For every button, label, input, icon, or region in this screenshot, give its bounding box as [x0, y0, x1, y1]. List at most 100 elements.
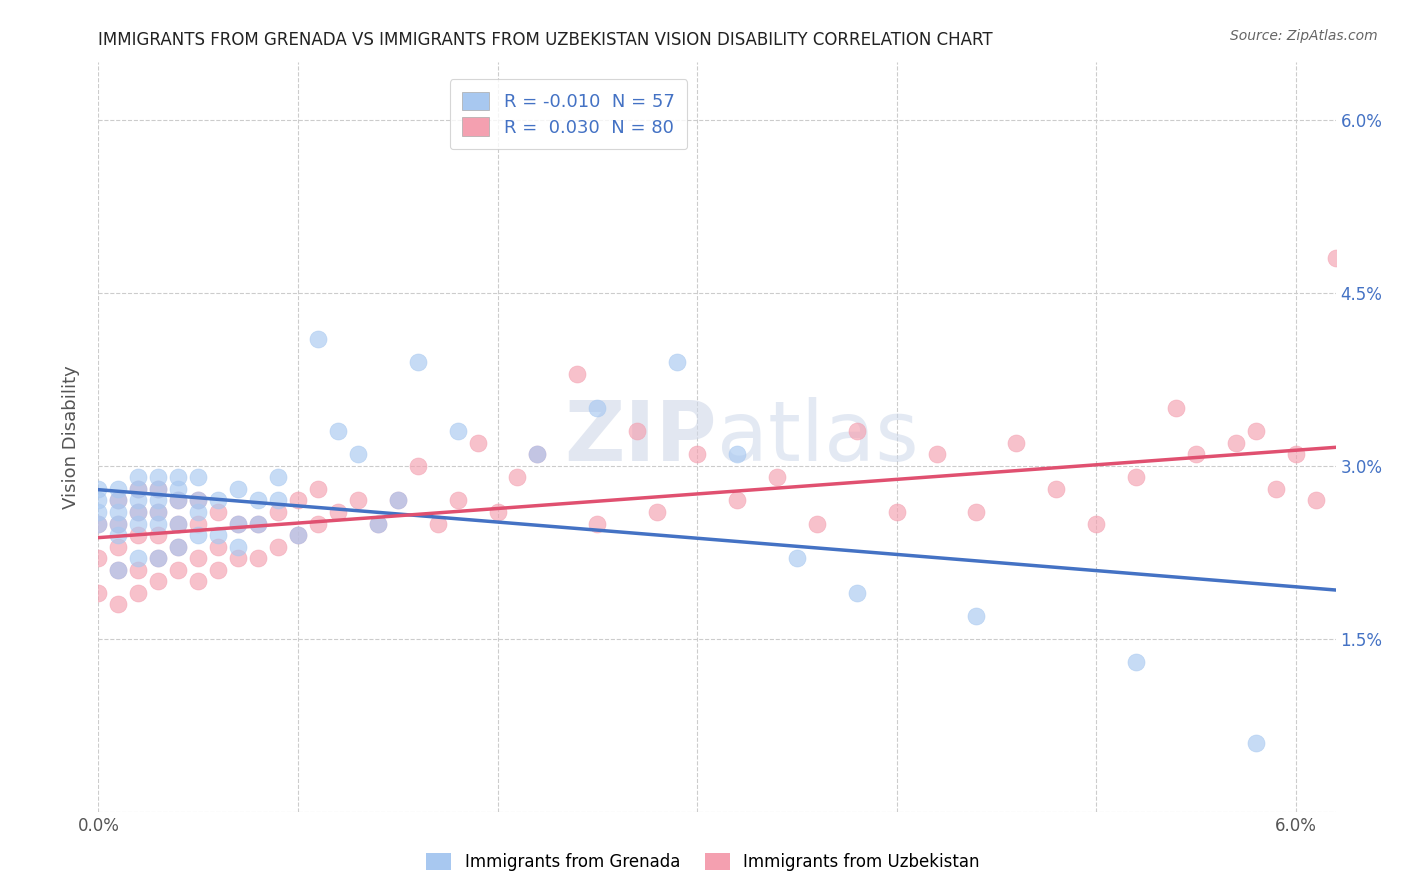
- Point: [187, 574, 209, 589]
- Legend: R = -0.010  N = 57, R =  0.030  N = 80: R = -0.010 N = 57, R = 0.030 N = 80: [450, 79, 688, 149]
- Point: [107, 493, 129, 508]
- Point: [1244, 735, 1267, 749]
- Point: [387, 493, 409, 508]
- Point: [886, 505, 908, 519]
- Point: [406, 355, 429, 369]
- Point: [287, 528, 309, 542]
- Point: [187, 470, 209, 484]
- Point: [1285, 447, 1308, 461]
- Point: [148, 493, 170, 508]
- Point: [226, 551, 249, 566]
- Point: [845, 585, 868, 599]
- Text: ZIP: ZIP: [565, 397, 717, 477]
- Point: [387, 493, 409, 508]
- Point: [806, 516, 828, 531]
- Text: Source: ZipAtlas.com: Source: ZipAtlas.com: [1230, 29, 1378, 43]
- Point: [148, 516, 170, 531]
- Point: [267, 470, 290, 484]
- Point: [207, 528, 229, 542]
- Point: [148, 505, 170, 519]
- Point: [226, 516, 249, 531]
- Point: [486, 505, 509, 519]
- Point: [127, 528, 149, 542]
- Point: [326, 505, 349, 519]
- Point: [167, 482, 190, 496]
- Point: [87, 482, 110, 496]
- Point: [207, 493, 229, 508]
- Point: [446, 493, 468, 508]
- Point: [107, 540, 129, 554]
- Point: [107, 563, 129, 577]
- Point: [187, 505, 209, 519]
- Point: [107, 482, 129, 496]
- Point: [426, 516, 449, 531]
- Point: [1405, 435, 1406, 450]
- Point: [966, 505, 988, 519]
- Point: [287, 493, 309, 508]
- Point: [347, 447, 370, 461]
- Text: IMMIGRANTS FROM GRENADA VS IMMIGRANTS FROM UZBEKISTAN VISION DISABILITY CORRELAT: IMMIGRANTS FROM GRENADA VS IMMIGRANTS FR…: [98, 31, 993, 49]
- Point: [187, 551, 209, 566]
- Point: [1164, 401, 1187, 416]
- Point: [247, 493, 270, 508]
- Point: [267, 505, 290, 519]
- Point: [187, 493, 209, 508]
- Point: [87, 585, 110, 599]
- Point: [1244, 425, 1267, 439]
- Point: [247, 516, 270, 531]
- Point: [725, 493, 748, 508]
- Point: [107, 493, 129, 508]
- Point: [87, 516, 110, 531]
- Point: [127, 505, 149, 519]
- Point: [287, 528, 309, 542]
- Point: [187, 516, 209, 531]
- Point: [1264, 482, 1286, 496]
- Point: [686, 447, 709, 461]
- Point: [586, 516, 609, 531]
- Point: [107, 563, 129, 577]
- Point: [127, 493, 149, 508]
- Point: [187, 493, 209, 508]
- Point: [167, 540, 190, 554]
- Point: [148, 574, 170, 589]
- Point: [207, 540, 229, 554]
- Point: [725, 447, 748, 461]
- Point: [207, 505, 229, 519]
- Point: [307, 332, 329, 346]
- Point: [148, 482, 170, 496]
- Point: [148, 505, 170, 519]
- Point: [1085, 516, 1108, 531]
- Point: [666, 355, 689, 369]
- Point: [167, 540, 190, 554]
- Point: [367, 516, 389, 531]
- Point: [127, 482, 149, 496]
- Point: [467, 435, 489, 450]
- Point: [247, 516, 270, 531]
- Point: [127, 551, 149, 566]
- Point: [127, 470, 149, 484]
- Point: [406, 458, 429, 473]
- Point: [966, 608, 988, 623]
- Point: [107, 528, 129, 542]
- Point: [127, 482, 149, 496]
- Point: [347, 493, 370, 508]
- Point: [267, 493, 290, 508]
- Point: [1344, 447, 1367, 461]
- Point: [1125, 655, 1147, 669]
- Point: [167, 516, 190, 531]
- Point: [1385, 447, 1406, 461]
- Point: [446, 425, 468, 439]
- Point: [107, 516, 129, 531]
- Point: [506, 470, 529, 484]
- Point: [167, 516, 190, 531]
- Point: [786, 551, 808, 566]
- Point: [526, 447, 548, 461]
- Point: [586, 401, 609, 416]
- Point: [107, 505, 129, 519]
- Point: [127, 505, 149, 519]
- Point: [207, 563, 229, 577]
- Point: [526, 447, 548, 461]
- Point: [1305, 493, 1327, 508]
- Point: [148, 482, 170, 496]
- Point: [247, 551, 270, 566]
